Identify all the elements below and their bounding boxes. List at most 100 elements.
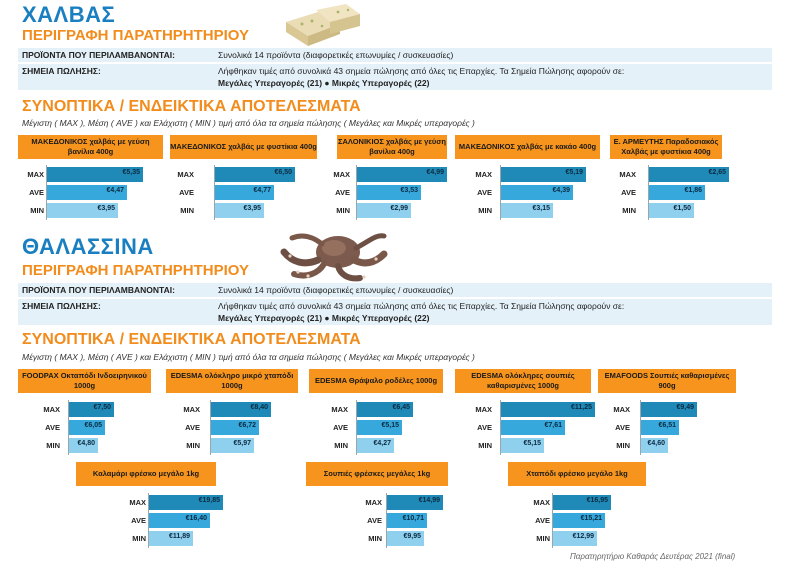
- points-label: ΣΗΜΕΙΑ ΠΩΛΗΣΗΣ:: [22, 301, 101, 311]
- bar-min: €5,97: [211, 438, 254, 453]
- chart-category-6: FOODPAX Οκταπόδι Ινδοειρηνικού 1000g: [18, 369, 151, 393]
- row-label-max: MAX: [177, 170, 194, 179]
- row-label-max: MAX: [129, 498, 146, 507]
- bar-value-label: €3,53: [400, 187, 418, 194]
- bar-value-label: €16,95: [586, 497, 608, 504]
- results-note-halva: Μέγιστη ( MAX ), Μέση ( AVE ) και Ελάχισ…: [22, 118, 475, 128]
- chart-axis-7: [210, 400, 211, 455]
- section-title-seafood: ΘΑΛΑΣΣΙΝΑ: [22, 234, 154, 259]
- row-label-max: MAX: [365, 498, 382, 507]
- description-title-halva: ΠΕΡΙΓΡΑΦΗ ΠΑΡΑΤΗΡΗΤΗΡΙΟΥ: [22, 27, 250, 44]
- bar-value-label: €6,05: [84, 422, 102, 429]
- bar-value-label: €7,50: [93, 404, 111, 411]
- footer-note: Παρατηρητήριο Καθαράς Δευτέρας 2021 (fin…: [570, 552, 736, 561]
- chart-axis-9: [500, 400, 501, 455]
- row-label-max: MAX: [331, 405, 348, 414]
- chart-category-1: ΜΑΚΕΔΟΝΙΚΟΣ χαλβάς με γεύση βανίλια 400g: [18, 135, 163, 159]
- bar-max: €6,45: [357, 402, 413, 417]
- bar-value-label: €8,40: [250, 404, 268, 411]
- bar-value-label: €1,50: [673, 205, 691, 212]
- bar-value-label: €4,60: [647, 440, 665, 447]
- bar-max: €2,65: [649, 167, 729, 182]
- chart-category-9: EDESMA ολόκληρες σουπιές καθαρισμένες 10…: [455, 369, 591, 393]
- bar-max: €7,50: [69, 402, 114, 417]
- row-label-ave: AVE: [477, 188, 492, 197]
- bar-max: €5,19: [501, 167, 586, 182]
- bar-max: €14,99: [387, 495, 443, 510]
- chart-axis-11: [148, 493, 149, 548]
- results-title-seafood: ΣΥΝΟΠΤΙΚΑ / ΕΝΔΕΙΚΤΙΚΑ ΑΠΟΤΕΛΕΣΜΑΤΑ: [22, 331, 361, 348]
- row-label-min: MIN: [478, 206, 492, 215]
- bar-ave: €6,05: [69, 420, 105, 435]
- row-label-ave: AVE: [367, 516, 382, 525]
- bar-value-label: €16,40: [185, 515, 207, 522]
- bar-value-label: €11,25: [570, 404, 592, 411]
- chart-axis-10: [640, 400, 641, 455]
- row-label-ave: AVE: [335, 188, 350, 197]
- bar-value-label: €10,71: [402, 515, 424, 522]
- chart-axis-1: [46, 165, 47, 220]
- bar-min: €4,60: [641, 438, 668, 453]
- row-label-ave: AVE: [29, 188, 44, 197]
- row-label-min: MIN: [132, 534, 146, 543]
- chart-category-12: Σουπιές φρέσκες μεγάλες 1kg: [306, 462, 448, 486]
- chart-category-2: ΜΑΚΕΔΟΝΙΚΟΣ χαλβάς με φυστίκια 400g: [170, 135, 317, 159]
- bar-ave: €15,21: [553, 513, 605, 528]
- row-label-min: MIN: [336, 206, 350, 215]
- bar-min: €1,50: [649, 203, 694, 218]
- bar-value-label: €3,15: [532, 205, 550, 212]
- bar-max: €9,49: [641, 402, 697, 417]
- bar-value-label: €5,35: [122, 169, 140, 176]
- bar-value-label: €15,21: [580, 515, 602, 522]
- section-title-halva: ΧΑΛΒΑΣ: [22, 2, 116, 27]
- bar-min: €11,89: [149, 531, 193, 546]
- chart-axis-8: [356, 400, 357, 455]
- row-label-max: MAX: [183, 405, 200, 414]
- products-row-halva: ΠΡΟΪΟΝΤΑ ΠΟΥ ΠΕΡΙΛΑΜΒΑΝΟΝΤΑΙ: Συνολικά 1…: [18, 48, 772, 62]
- bar-ave: €6,51: [641, 420, 679, 435]
- bar-ave: €10,71: [387, 513, 427, 528]
- row-label-ave: AVE: [535, 516, 550, 525]
- row-label-min: MIN: [334, 441, 348, 450]
- chart-axis-6: [68, 400, 69, 455]
- row-label-min: MIN: [368, 534, 382, 543]
- row-label-ave: AVE: [45, 423, 60, 432]
- row-label-min: MIN: [30, 206, 44, 215]
- bar-value-label: €5,97: [233, 440, 251, 447]
- points-row-halva: ΣΗΜΕΙΑ ΠΩΛΗΣΗΣ: Λήφθηκαν τιμές από συνολ…: [18, 64, 772, 90]
- products-label: ΠΡΟΪΟΝΤΑ ΠΟΥ ΠΕΡΙΛΑΜΒΑΝΟΝΤΑΙ:: [22, 50, 175, 60]
- products-value: Συνολικά 14 προϊόντα (διαφορετικές επωνυ…: [218, 50, 454, 60]
- bar-value-label: €9,95: [403, 533, 421, 540]
- bar-value-label: €3,95: [97, 205, 115, 212]
- row-label-max: MAX: [475, 405, 492, 414]
- chart-category-10: EMAFOODS Σουπιές καθαρισμένες 900g: [598, 369, 736, 393]
- bar-value-label: €4,99: [426, 169, 444, 176]
- bar-max: €5,35: [47, 167, 143, 182]
- row-label-min: MIN: [536, 534, 550, 543]
- bar-max: €11,25: [501, 402, 595, 417]
- chart-category-13: Χταπόδι φρέσκο μεγάλο 1kg: [508, 462, 646, 486]
- bar-value-label: €12,99: [572, 533, 594, 540]
- bar-value-label: €6,50: [274, 169, 292, 176]
- bar-ave: €16,40: [149, 513, 210, 528]
- row-label-max: MAX: [619, 170, 636, 179]
- bar-value-label: €9,49: [676, 404, 694, 411]
- row-label-max: MAX: [475, 170, 492, 179]
- results-title-halva: ΣΥΝΟΠΤΙΚΑ / ΕΝΔΕΙΚΤΙΚΑ ΑΠΟΤΕΛΕΣΜΑΤΑ: [22, 98, 361, 115]
- row-label-max: MAX: [27, 170, 44, 179]
- points-detail: Μεγάλες Υπεραγορές (21) ● Μικρές Υπεραγο…: [218, 78, 430, 88]
- bar-value-label: €3,95: [243, 205, 261, 212]
- bar-ave: €7,61: [501, 420, 565, 435]
- row-label-ave: AVE: [179, 188, 194, 197]
- bar-value-label: €2,99: [390, 205, 408, 212]
- bar-value-label: €7,61: [544, 422, 562, 429]
- points-label: ΣΗΜΕΙΑ ΠΩΛΗΣΗΣ:: [22, 66, 101, 76]
- chart-axis-4: [500, 165, 501, 220]
- octopus-icon: [280, 233, 388, 282]
- row-label-min: MIN: [180, 206, 194, 215]
- bar-max: €8,40: [211, 402, 271, 417]
- results-note-seafood: Μέγιστη ( MAX ), Μέση ( AVE ) και Ελάχισ…: [22, 352, 475, 362]
- bar-min: €4,80: [69, 438, 98, 453]
- products-label: ΠΡΟΪΟΝΤΑ ΠΟΥ ΠΕΡΙΛΑΜΒΑΝΟΝΤΑΙ:: [22, 285, 175, 295]
- bar-min: €3,95: [47, 203, 118, 218]
